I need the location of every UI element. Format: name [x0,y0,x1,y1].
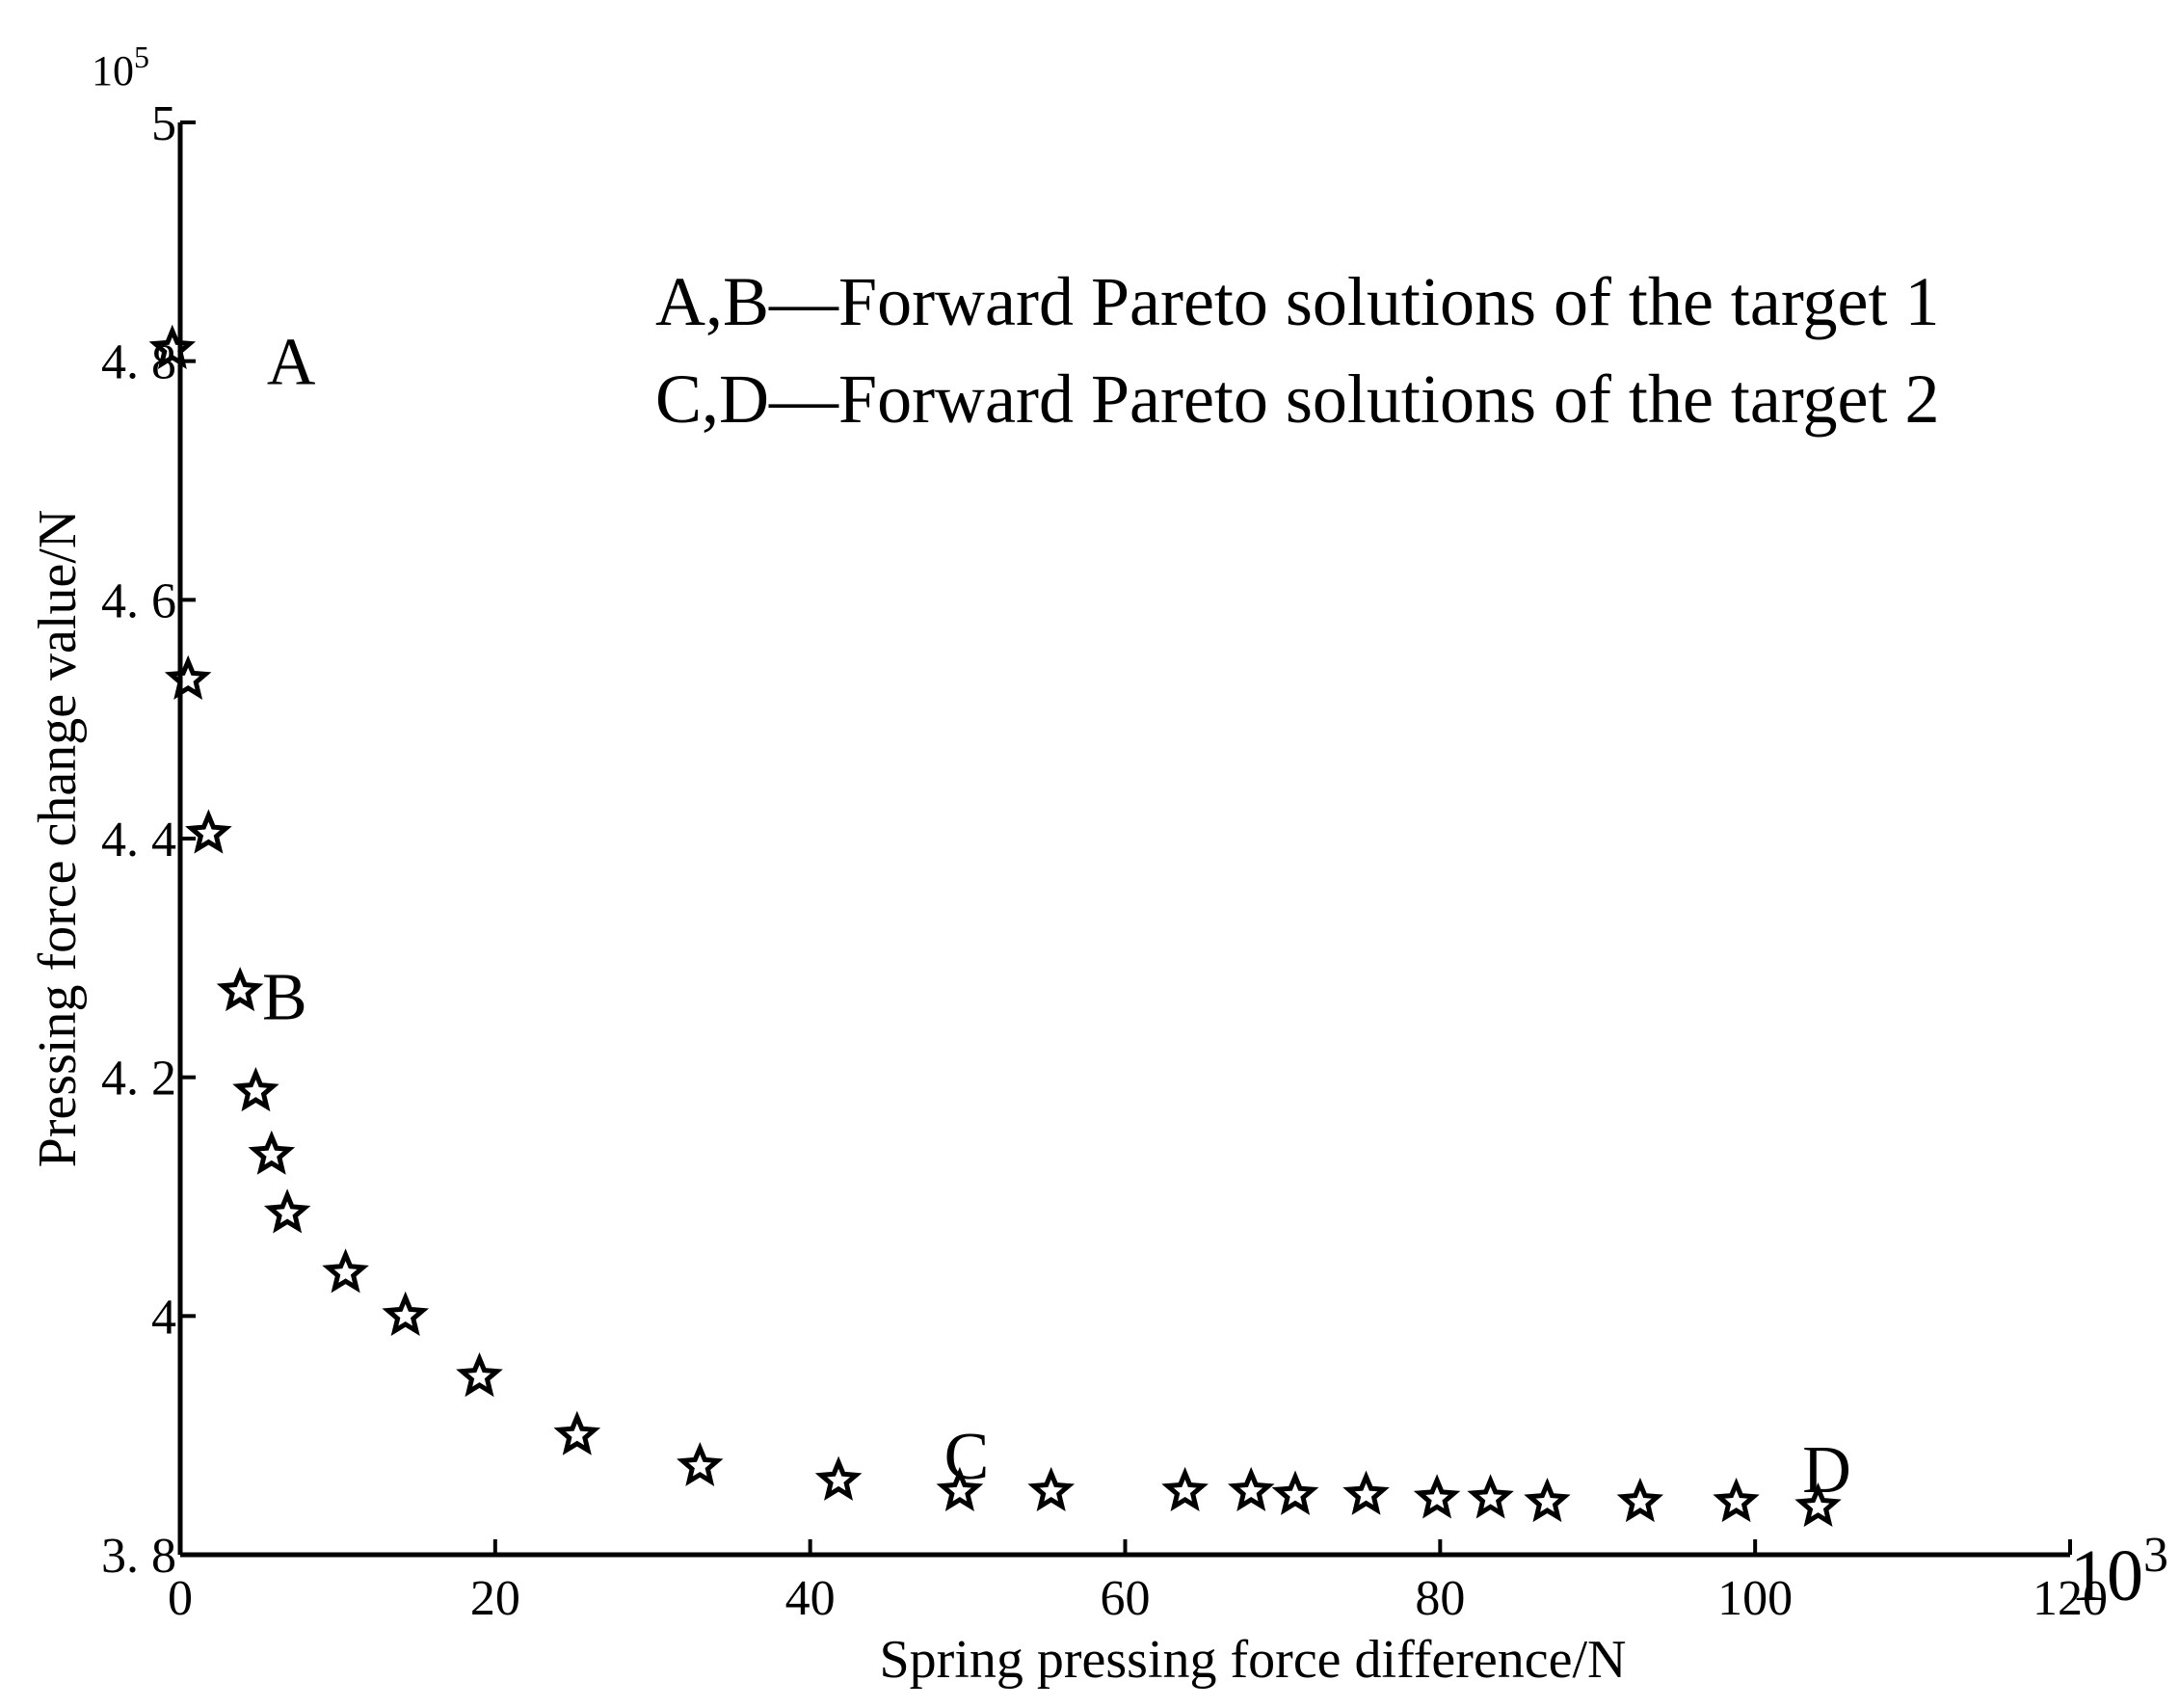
data-point-star [1616,1478,1664,1523]
x-tick-label: 60 [1101,1571,1151,1626]
data-point-star [263,1188,311,1234]
data-point-star [148,324,197,370]
data-point-star [248,1130,296,1175]
y-tick-label: 5 [151,96,176,151]
data-point-star [936,1466,984,1511]
y-tick-label: 4 [151,1290,176,1345]
x-ticks: 0 20 40 60 80 100 120 [168,1539,2108,1626]
data-point-star [1713,1478,1760,1523]
data-point-star [1161,1466,1209,1511]
point-label-b: B [262,960,307,1034]
y-tick-label: 3. 8 [101,1529,176,1584]
x-tick-label: 0 [168,1571,193,1626]
data-point-star [382,1291,429,1336]
point-label-a: A [267,326,316,400]
data-point-star [677,1441,724,1486]
point-annotations: A B C D [262,326,1851,1508]
data-point-star [553,1410,601,1455]
data-point-star [1467,1474,1514,1519]
x-tick-label: 20 [470,1571,520,1626]
data-point-star [1524,1478,1571,1523]
data-point-star [1342,1470,1390,1515]
y-tick-label: 4. 2 [101,1052,176,1107]
x-multiplier-exponent: 3 [2143,1528,2168,1583]
data-point-star [1027,1466,1076,1511]
legend: A,B—Forward Pareto solutions of the targ… [655,263,1940,438]
point-label-c: C [944,1420,990,1494]
x-tick-label: 120 [2033,1571,2108,1626]
data-point-star [814,1455,863,1501]
data-point-star [456,1351,503,1398]
data-points [148,324,1842,1528]
x-tick-label: 100 [1717,1571,1793,1626]
x-axis-title: Spring pressing force difference/N [880,1630,1627,1690]
x-multiplier-label: 103 [2070,1528,2168,1616]
legend-entry-target-2: C,D—Forward Pareto solutions of the targ… [655,360,1940,438]
y-axis-title: Pressing force change value/N [28,510,88,1168]
y-ticks: 3. 844. 24. 44. 64. 85 [101,96,196,1584]
data-point-star [1413,1474,1461,1519]
x-tick-label: 80 [1415,1571,1465,1626]
data-point-star [1271,1470,1319,1515]
y-tick-label: 4. 6 [101,574,176,628]
legend-entry-target-1: A,B—Forward Pareto solutions of the targ… [655,263,1940,340]
x-tick-label: 40 [785,1571,836,1626]
data-point-star [232,1067,279,1112]
y-multiplier-label: 105 [92,40,149,94]
data-point-star [1794,1482,1842,1528]
y-tick-label: 4. 4 [101,813,176,867]
data-point-star [216,966,264,1012]
point-label-d: D [1802,1433,1851,1508]
data-point-star [164,654,212,700]
y-multiplier-exponent: 5 [134,40,149,74]
data-point-star [1227,1466,1275,1511]
data-point-star [185,809,232,854]
data-point-star [322,1248,369,1294]
